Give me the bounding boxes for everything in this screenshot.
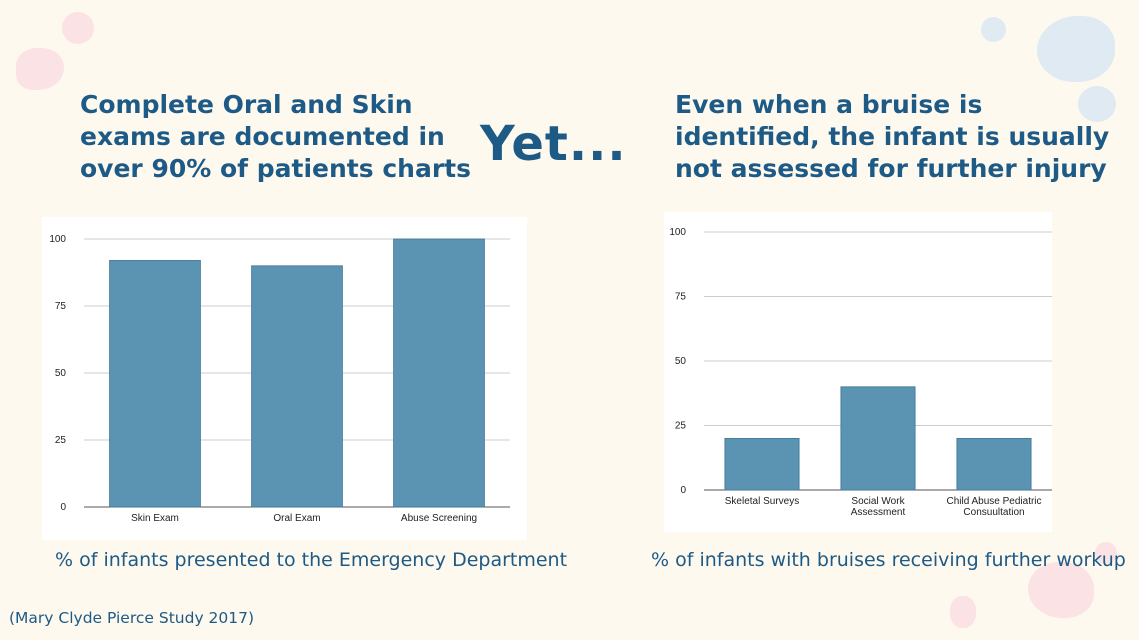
bar xyxy=(393,238,485,508)
y-tick-label: 100 xyxy=(49,234,66,245)
decor-blob xyxy=(1095,542,1117,564)
bar xyxy=(840,386,916,491)
x-tick-label: Oral Exam xyxy=(273,513,320,524)
y-tick-label: 25 xyxy=(675,421,687,432)
y-tick-label: 50 xyxy=(55,368,67,379)
left-bar-chart: 0 25 50 75 100 Skin Exam Oral Exam Abuse Screen… xyxy=(49,234,510,524)
right-chart-panel: 0 25 50 75 100 Skeletal Surveys Social Work Ass… xyxy=(664,212,1052,532)
y-tick-label: 0 xyxy=(680,485,686,496)
bar xyxy=(724,437,800,491)
x-tick-label: Consuultation xyxy=(963,507,1024,518)
left-chart-panel: 0 25 50 75 100 Skin Exam Oral Exam Abuse Screen… xyxy=(42,217,527,540)
headline-line: identified, the infant is usually xyxy=(675,122,1110,151)
right-chart-caption: % of infants with bruises receiving furt… xyxy=(651,549,1126,571)
x-tick-label: Child Abuse Pediatric xyxy=(946,496,1041,507)
y-tick-label: 75 xyxy=(55,301,67,312)
y-tick-label: 50 xyxy=(675,356,687,367)
connector-text: Yet... xyxy=(480,116,627,172)
decor-blob xyxy=(1028,562,1094,618)
bar xyxy=(109,260,201,508)
headline-line: not assessed for further injury xyxy=(675,154,1107,183)
headline-line: exams are documented in xyxy=(80,122,445,151)
right-bar-chart: 0 25 50 75 100 Skeletal Surveys Social WorkAss… xyxy=(669,227,1052,518)
decor-blob xyxy=(62,12,94,44)
x-tick-label: Assessment xyxy=(851,507,906,518)
x-tick-label: Skin Exam xyxy=(131,513,179,524)
headline-line: Even when a bruise is xyxy=(675,90,983,119)
bar xyxy=(956,437,1032,491)
x-tick-label: Abuse Screening xyxy=(401,513,477,524)
y-tick-label: 0 xyxy=(60,502,66,513)
y-tick-label: 100 xyxy=(669,227,686,238)
left-chart-caption: % of infants presented to the Emergency … xyxy=(55,549,568,571)
x-tick-label: Skeletal Surveys xyxy=(725,496,799,507)
decor-blob xyxy=(1078,86,1116,122)
headline-line: Complete Oral and Skin xyxy=(80,90,413,119)
x-tick-label: Social Work xyxy=(851,496,905,507)
decor-blob xyxy=(981,17,1006,42)
left-headline: Complete Oral and Skin exams are documen… xyxy=(80,89,475,185)
decor-blob xyxy=(16,48,64,90)
y-tick-label: 75 xyxy=(675,292,687,303)
headline-line: over 90% of patients charts xyxy=(80,154,471,183)
bar xyxy=(251,265,343,508)
right-headline: Even when a bruise is identified, the in… xyxy=(675,89,1120,185)
y-tick-label: 25 xyxy=(55,435,67,446)
decor-blob xyxy=(1037,16,1115,82)
decor-blob xyxy=(950,596,976,628)
source-citation: (Mary Clyde Pierce Study 2017) xyxy=(9,609,255,627)
